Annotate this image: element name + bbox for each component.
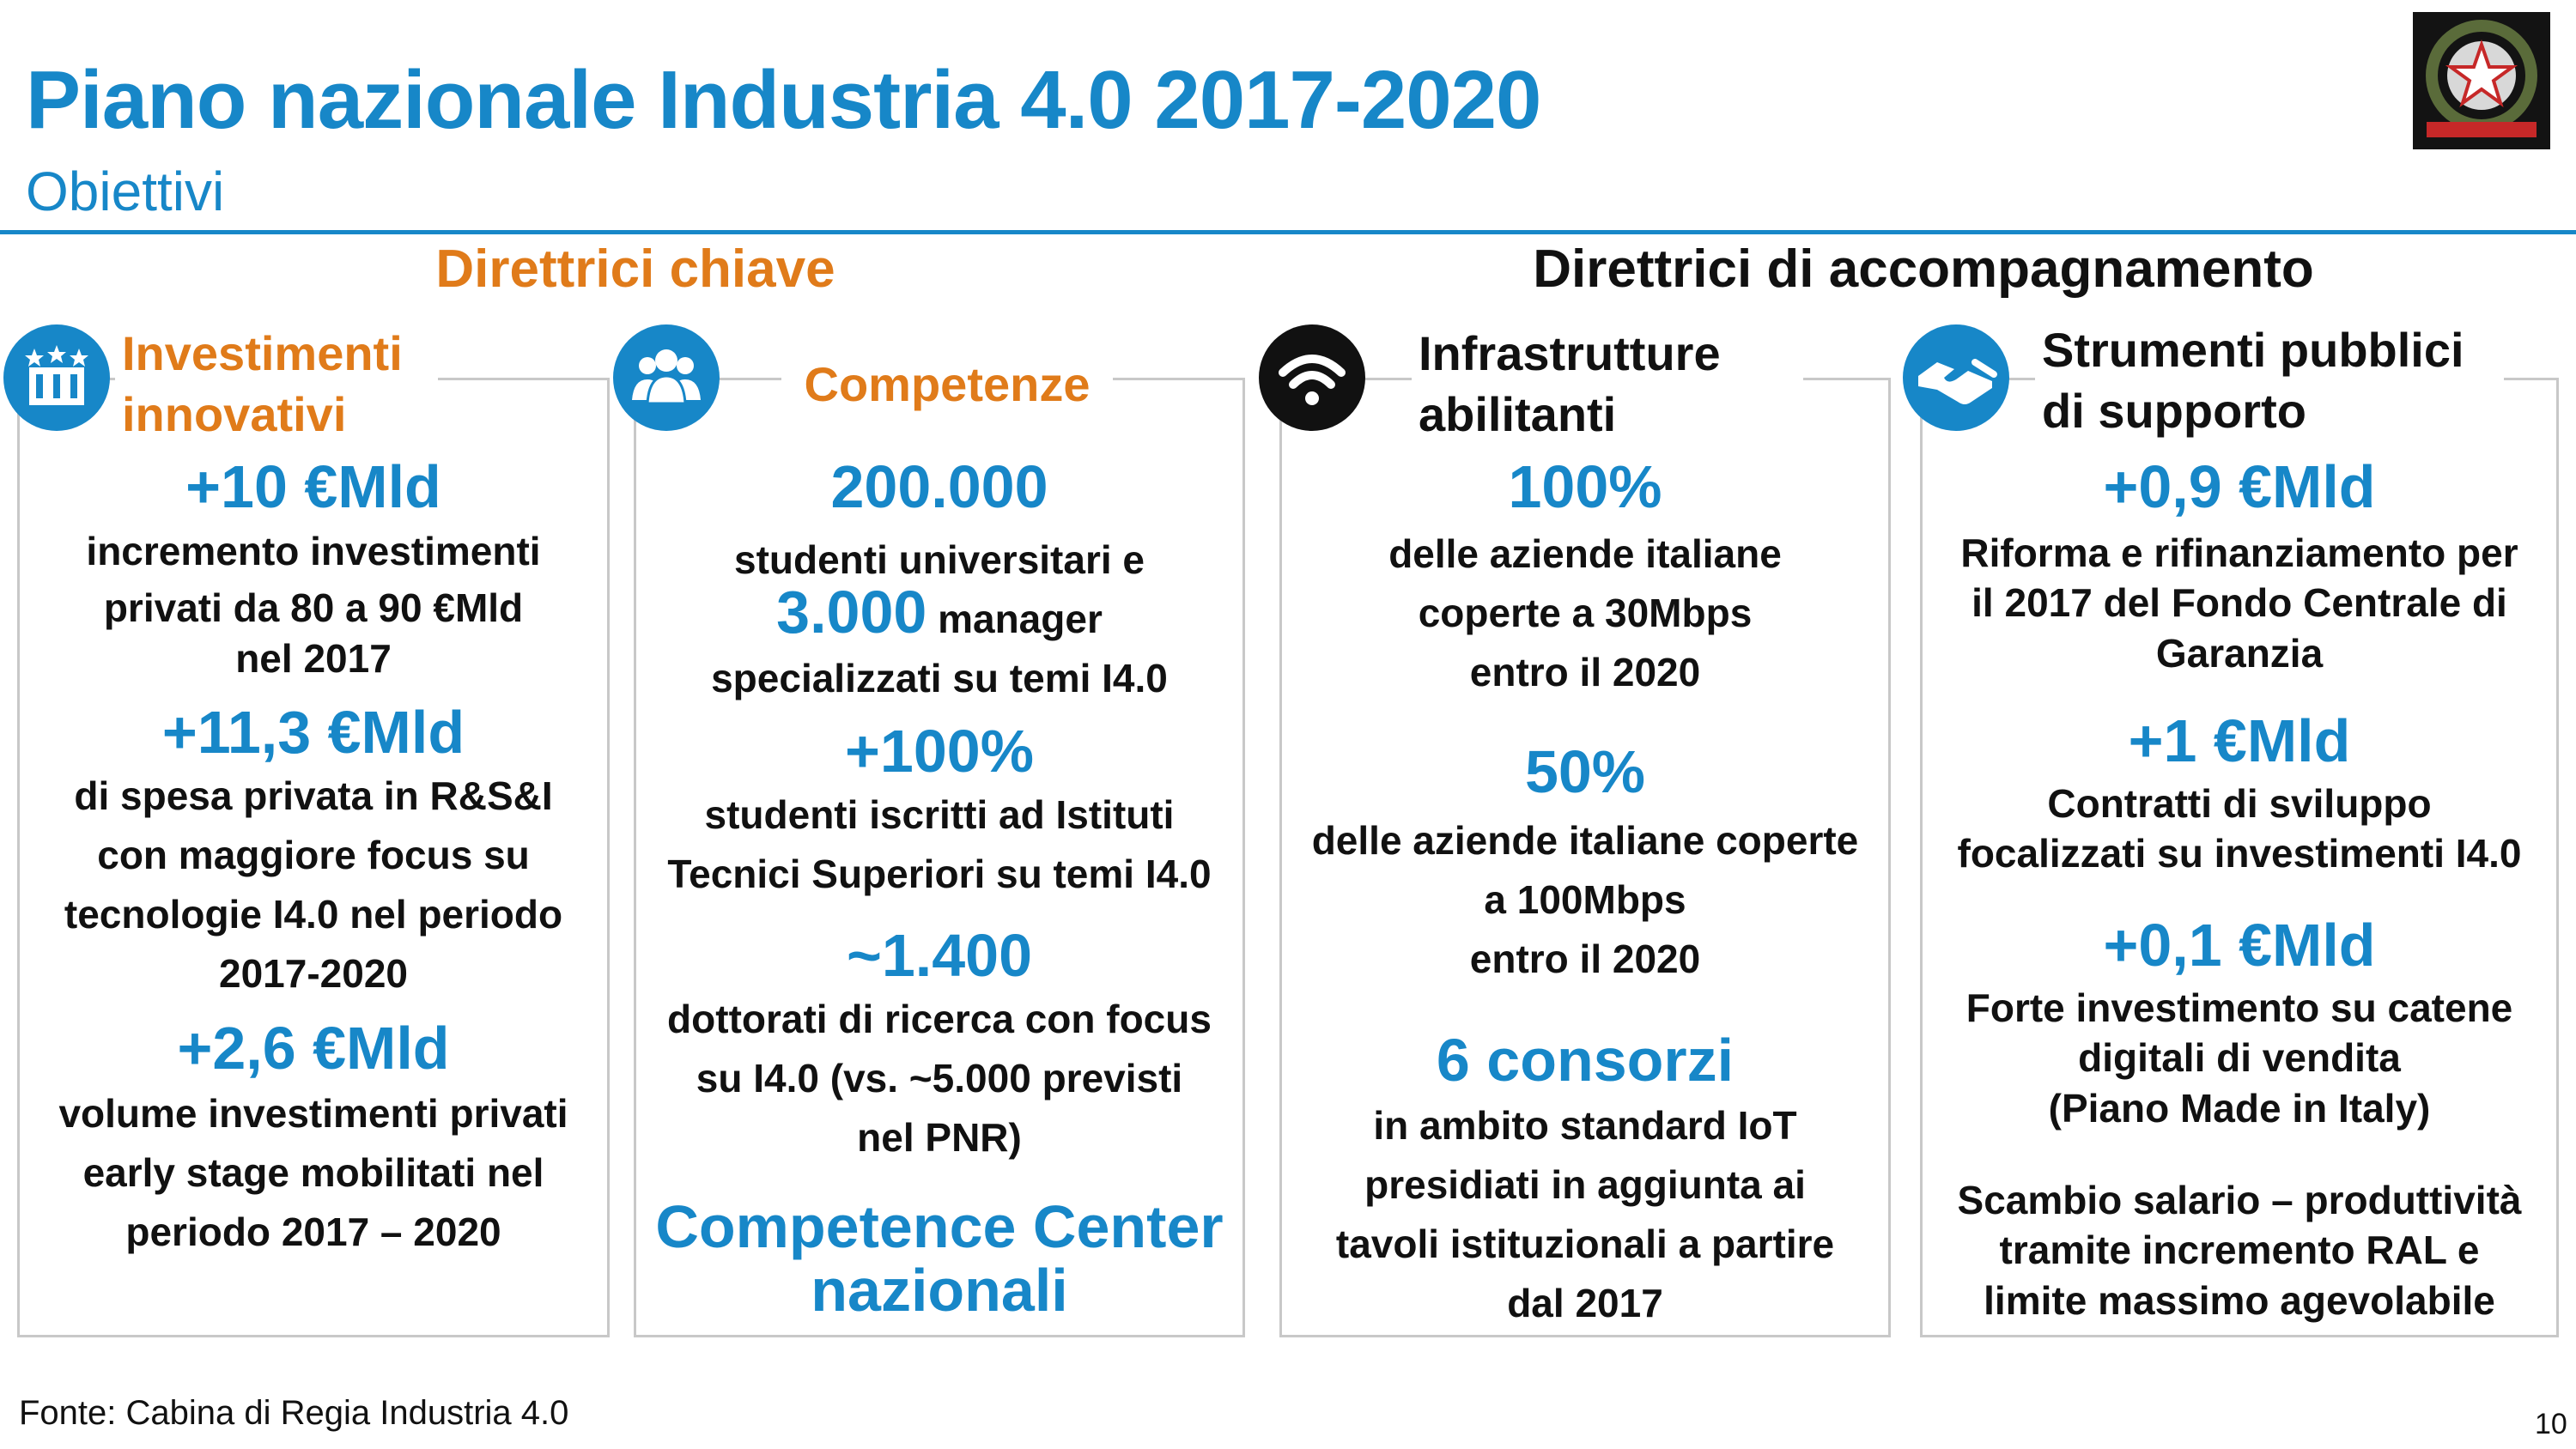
people-group-icon: [613, 324, 720, 431]
figure-value: +0,9 €Mld: [2103, 453, 2376, 520]
item-text: limite massimo agevolabile: [1984, 1277, 2495, 1323]
key-drivers-heading: Direttrici chiave: [435, 239, 835, 299]
page-title: Piano nazionale Industria 4.0 2017-2020: [26, 54, 1541, 146]
item-text: tavoli istituzionali a partire: [1335, 1222, 1835, 1266]
figure-value: +2,6 €Mld: [177, 1015, 450, 1082]
item-text: Contratti di sviluppo: [2047, 781, 2432, 826]
figure-value: +10 €Mld: [185, 453, 441, 520]
card-title-line: di supporto: [2042, 384, 2306, 439]
item-text: coperte a 30Mbps: [1418, 591, 1753, 635]
card-title-line: Investimenti: [122, 326, 403, 380]
item-text: tecnologie I4.0 nel periodo: [64, 892, 563, 937]
item-text: delle aziende italiane coperte: [1311, 818, 1859, 863]
item-text: (Piano Made in Italy): [2048, 1085, 2431, 1131]
item-text: entro il 2020: [1469, 937, 1701, 981]
figure-value: 6 consorzi: [1436, 1027, 1735, 1094]
item-text: su I4.0 (vs. ~5.000 previsti: [696, 1056, 1183, 1100]
item-text: studenti iscritti ad Istituti: [704, 792, 1175, 837]
item-text: focalizzati su investimenti I4.0: [1957, 831, 2522, 876]
card-title-line: Strumenti pubblici: [2042, 323, 2464, 377]
item-text: di spesa privata in R&S&I: [74, 773, 553, 818]
card-title-investimenti: Investimenti innovativi: [115, 323, 438, 446]
item-text: 2017-2020: [219, 951, 408, 996]
card-title-line: abilitanti: [1419, 387, 1617, 442]
item-text: periodo 2017 – 2020: [125, 1210, 501, 1254]
header-divider: [0, 230, 2576, 234]
card-infrastrutture: 100% delle aziende italiane coperte a 30…: [1279, 378, 1891, 1337]
item-text: Forte investimento su catene: [1965, 985, 2513, 1030]
item-text: dottorati di ricerca con focus: [667, 997, 1212, 1041]
item-text: con maggiore focus su: [97, 833, 530, 877]
item-text: entro il 2020: [1469, 650, 1701, 694]
source-note: Fonte: Cabina di Regia Industria 4.0: [19, 1394, 569, 1432]
item-text: early stage mobilitati nel: [82, 1150, 544, 1195]
republic-emblem-icon: [2413, 12, 2550, 149]
card-title-line: Competenze: [804, 357, 1091, 411]
item-text: delle aziende italiane: [1388, 531, 1782, 576]
figure-value: 50%: [1524, 738, 1646, 805]
figure-value: +0,1 €Mld: [2103, 912, 2376, 979]
item-text: manager: [927, 597, 1103, 641]
item-text: specializzati su temi I4.0: [711, 656, 1168, 700]
card-investimenti: +10 €Mld incremento investimenti privati…: [17, 378, 610, 1337]
card-title-line: Infrastrutture: [1419, 326, 1721, 380]
figure-value: +1 €Mld: [2128, 707, 2351, 774]
figure-value: +11,3 €Mld: [161, 699, 465, 766]
figure-value: Competence Center: [655, 1193, 1224, 1260]
item-text: nel PNR): [857, 1115, 1022, 1160]
item-text: tramite incremento RAL e: [1999, 1228, 2480, 1273]
item-text: Scambio salario – produttività: [1957, 1178, 2522, 1222]
figure-value: ~1.400: [846, 922, 1033, 989]
item-text: Riforma e rifinanziamento per: [1960, 530, 2518, 575]
item-text: il 2017 del Fondo Centrale di: [1971, 580, 2507, 626]
item-text: dal 2017: [1507, 1281, 1663, 1325]
factory-icon: [3, 324, 110, 431]
card-strumenti: +0,9 €Mld Riforma e rifinanziamento per …: [1920, 378, 2559, 1337]
card-competenze: 200.000 studenti universitari e 3.000 ma…: [634, 378, 1245, 1337]
item-text: incremento investimenti: [86, 529, 541, 573]
card-title-strumenti: Strumenti pubblici di supporto: [2035, 319, 2504, 442]
card-title-competenze: Competenze: [781, 354, 1113, 415]
figure-value: 3.000: [776, 579, 927, 646]
item-text: presidiati in aggiunta ai: [1364, 1162, 1806, 1207]
card-title-infrastrutture: Infrastrutture abilitanti: [1412, 323, 1803, 446]
support-drivers-heading: Direttrici di accompagnamento: [1533, 239, 2314, 299]
card-title-line: innovativi: [122, 387, 347, 442]
page-subtitle: Obiettivi: [26, 161, 225, 222]
handshake-icon: [1903, 324, 2009, 431]
page-number: 10: [2535, 1408, 2567, 1440]
item-text: volume investimenti privati: [58, 1091, 568, 1136]
item-text: studenti universitari e: [733, 537, 1145, 582]
item-text: Tecnici Superiori su temi I4.0: [667, 852, 1212, 896]
item-text: digitali di vendita: [2078, 1035, 2401, 1081]
item-text: privati da 80 a 90 €Mld: [103, 585, 524, 631]
item-text: Garanzia: [2155, 630, 2324, 676]
wifi-icon: [1259, 324, 1365, 431]
item-text: nel 2017: [235, 635, 392, 681]
item-text: a 100Mbps: [1484, 877, 1686, 922]
figure-value: nazionali: [811, 1256, 1068, 1324]
item-text: in ambito standard IoT: [1373, 1103, 1797, 1148]
figure-value: 200.000: [830, 453, 1048, 520]
figure-value: +100%: [845, 718, 1034, 785]
figure-value: 100%: [1508, 453, 1662, 520]
